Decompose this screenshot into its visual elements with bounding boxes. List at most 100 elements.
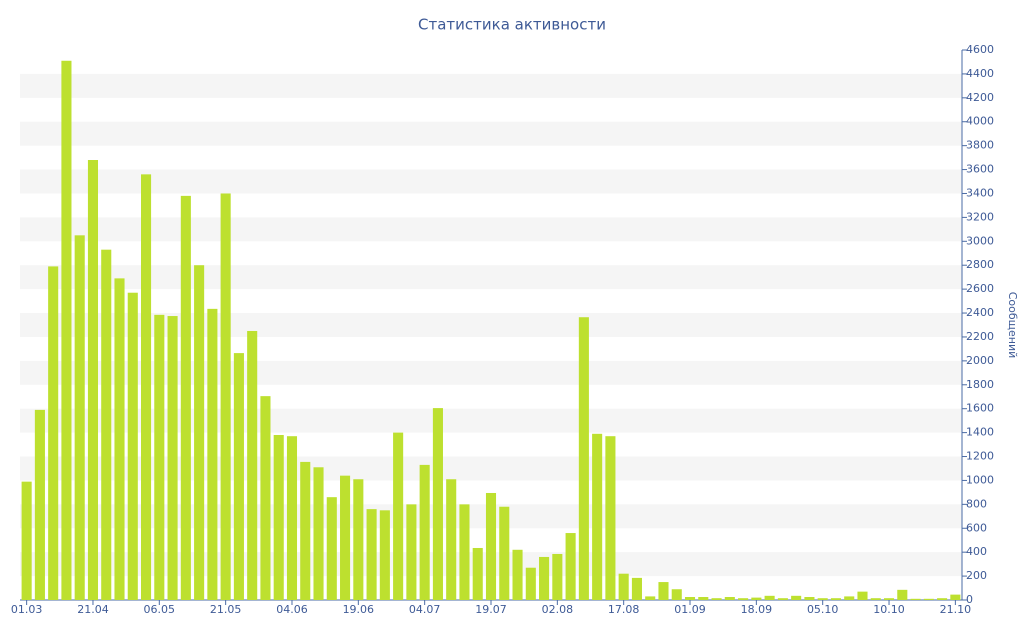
x-tick-label: 21.10 (940, 603, 972, 616)
bar (366, 509, 377, 600)
x-tick-label: 19.07 (475, 603, 507, 616)
bar (738, 598, 749, 600)
y-tick-label: 1200 (966, 450, 994, 463)
x-tick-label: 01.03 (11, 603, 43, 616)
x-tick-label: 21.04 (77, 603, 109, 616)
y-tick-label: 600 (966, 521, 987, 534)
bar (618, 573, 629, 600)
bar (844, 596, 855, 600)
y-tick-label: 800 (966, 497, 987, 510)
bar (419, 464, 430, 600)
bar (61, 60, 72, 601)
bar (631, 577, 642, 600)
bar (21, 481, 32, 600)
bar (432, 408, 443, 600)
bar (830, 598, 841, 600)
y-tick-label: 200 (966, 569, 987, 582)
bar (114, 278, 125, 600)
x-tick-label: 06.05 (144, 603, 176, 616)
bar (658, 582, 669, 600)
grid-band (20, 73, 962, 98)
bar (260, 396, 271, 600)
x-tick-label: 01.09 (674, 603, 706, 616)
bar (950, 594, 961, 600)
bar (883, 598, 895, 600)
y-tick-label: 400 (966, 545, 987, 558)
grid-band (20, 217, 962, 242)
bar (897, 589, 908, 600)
x-tick-label: 02.08 (542, 603, 574, 616)
bar (684, 597, 696, 600)
bar (34, 409, 45, 600)
y-tick-label: 1800 (966, 378, 994, 391)
bar (446, 479, 457, 600)
bar (101, 249, 112, 600)
x-tick-label: 19.06 (343, 603, 375, 616)
bar (485, 492, 497, 600)
bar (233, 353, 244, 600)
x-tick-label: 04.06 (276, 603, 308, 616)
bar (777, 598, 788, 600)
y-tick-label: 3200 (966, 210, 994, 223)
y-tick-label: 1400 (966, 426, 994, 439)
bar (393, 432, 404, 600)
bar (791, 595, 802, 600)
y-tick-label: 4000 (966, 115, 994, 128)
bar (220, 193, 231, 600)
y-tick-label: 0 (966, 593, 973, 606)
y-tick-label: 1600 (966, 402, 994, 415)
bar (565, 533, 576, 600)
y-tick-label: 2000 (966, 354, 994, 367)
bar (379, 510, 390, 600)
y-tick-label: 3000 (966, 234, 994, 247)
bar (207, 308, 218, 600)
bar (605, 436, 616, 600)
x-tick-label: 17.08 (608, 603, 640, 616)
grid-band (20, 265, 962, 290)
bar (671, 589, 682, 600)
bar (459, 504, 470, 600)
bar (340, 475, 351, 600)
bar (154, 314, 165, 600)
bar (48, 266, 59, 600)
y-tick-label: 4200 (966, 91, 994, 104)
bar (870, 598, 881, 600)
bar (645, 596, 656, 600)
bar (247, 330, 258, 600)
y-tick-label: 3800 (966, 139, 994, 152)
bar (937, 598, 948, 600)
y-axis-title: Сообщений (1006, 292, 1019, 359)
bar (817, 598, 828, 600)
bar (313, 467, 324, 600)
y-tick-label: 4400 (966, 67, 994, 80)
y-tick-label: 2800 (966, 258, 994, 271)
bar (525, 567, 536, 600)
y-tick-label: 2200 (966, 330, 994, 343)
y-tick-label: 2400 (966, 306, 994, 319)
bar (910, 598, 921, 600)
bar (751, 597, 762, 600)
bar (300, 461, 311, 600)
bar (180, 195, 191, 600)
bar (857, 591, 868, 600)
bar (698, 597, 709, 600)
bar (711, 598, 722, 600)
chart-title: Статистика активности (418, 16, 606, 34)
bar (74, 235, 85, 600)
y-tick-label: 3600 (966, 163, 994, 176)
bar (273, 435, 284, 600)
x-tick-label: 21.05 (210, 603, 242, 616)
y-tick-label: 3400 (966, 186, 994, 199)
bar (87, 160, 99, 600)
bar (804, 597, 815, 600)
bar (923, 598, 934, 600)
bar (194, 265, 205, 600)
bar (326, 497, 337, 600)
bar (724, 597, 735, 600)
bar (141, 174, 152, 600)
grid-band (20, 169, 962, 194)
x-tick-label: 04.07 (409, 603, 441, 616)
bar (472, 547, 483, 600)
bar (353, 479, 364, 600)
